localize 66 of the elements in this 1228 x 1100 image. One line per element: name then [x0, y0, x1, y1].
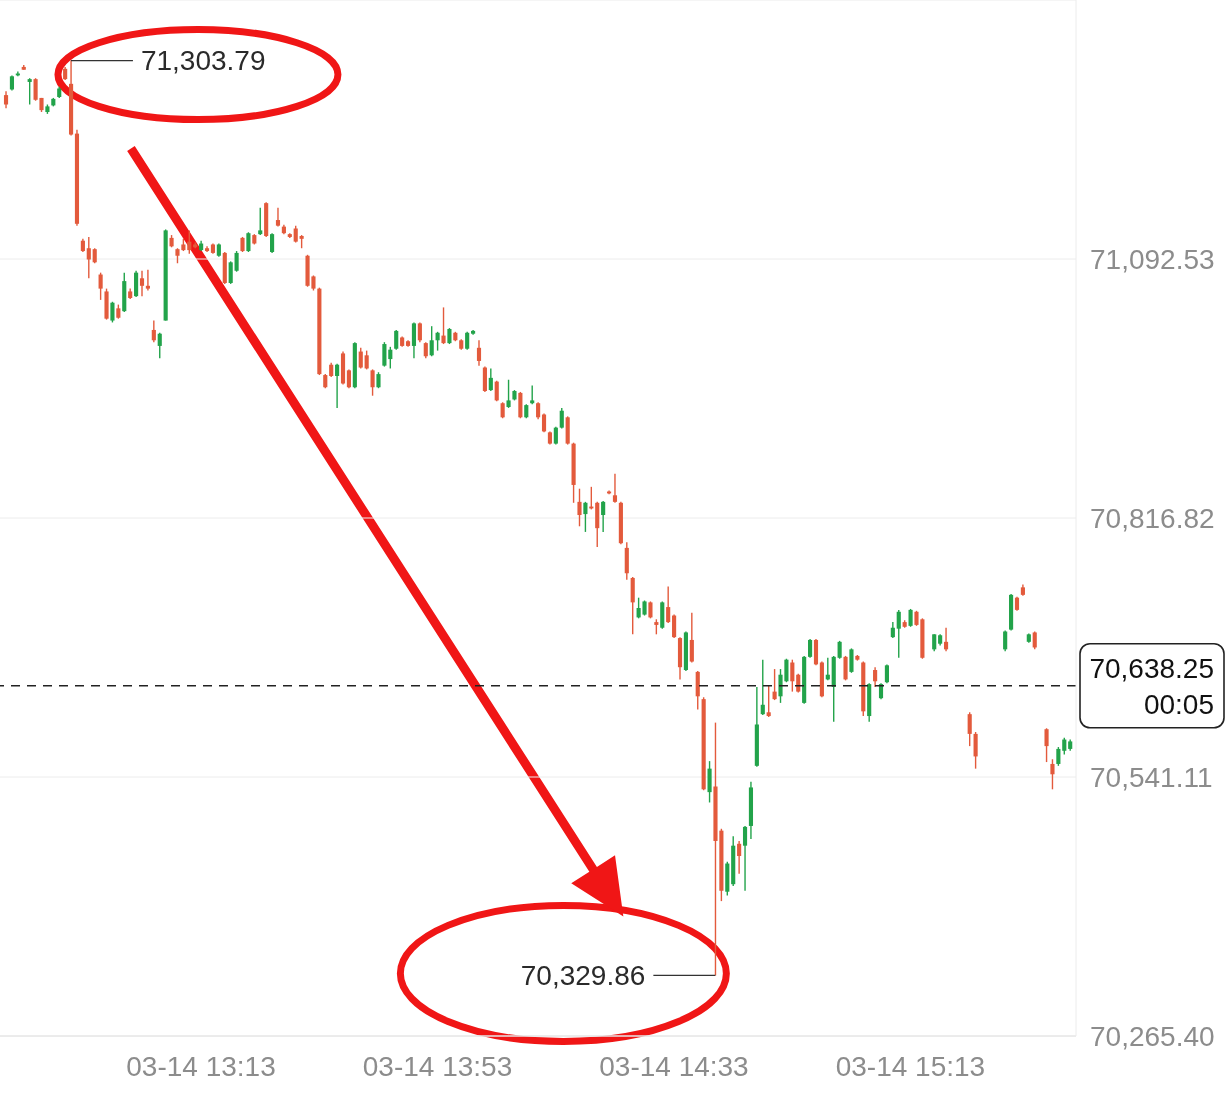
candlestick — [482, 365, 487, 393]
candlestick — [86, 236, 91, 279]
candlestick — [157, 332, 162, 359]
candlestick — [577, 488, 582, 527]
y-tick-label: 70,265.40 — [1090, 1020, 1215, 1052]
ref-line-label: 70,638.25 00:05 — [1089, 652, 1214, 720]
candlestick — [139, 270, 145, 297]
candlestick — [760, 658, 765, 716]
candlestick — [411, 321, 417, 359]
y-tick-label: 70,816.82 — [1090, 502, 1215, 534]
candlestick — [258, 207, 263, 236]
candlestick — [234, 250, 239, 273]
candlestick — [145, 269, 150, 292]
candlestick — [441, 306, 446, 345]
candlestick — [382, 341, 387, 368]
candlestick — [772, 668, 777, 701]
candlestick — [790, 658, 795, 693]
candlestick — [766, 685, 771, 718]
candlestick — [98, 271, 103, 301]
candlestick — [275, 207, 281, 228]
candlestick — [429, 325, 434, 357]
candlestick — [849, 647, 854, 674]
x-tick-label: 03-14 15:13 — [835, 1050, 986, 1082]
candlestick — [884, 663, 889, 684]
candlestick — [689, 612, 694, 664]
candlestick — [737, 840, 742, 875]
y-tick-label: 70,541.11 — [1090, 761, 1213, 793]
candlestick — [666, 585, 671, 624]
candlestick — [843, 655, 848, 682]
candlestick — [335, 363, 340, 409]
candlestick — [742, 825, 748, 892]
candlestick — [394, 329, 399, 351]
candlestick — [494, 379, 499, 403]
candlestick — [707, 760, 712, 804]
candlestick — [583, 501, 588, 533]
candlestick — [896, 609, 901, 659]
candlestick — [435, 331, 440, 352]
candlestick — [672, 613, 677, 639]
candlestick — [346, 368, 351, 389]
candlestick — [388, 346, 393, 370]
candlestick — [110, 301, 115, 324]
candlestick — [873, 666, 878, 688]
candlestick — [530, 384, 535, 405]
annotation: 71,303.79 — [140, 45, 266, 77]
candlestick — [228, 260, 233, 285]
candlestick — [601, 500, 606, 533]
candlestick — [417, 321, 422, 343]
annotation: 70,329.86 — [520, 960, 646, 992]
y-tick-label: 71,092.53 — [1090, 243, 1215, 275]
candlestick — [246, 231, 251, 253]
x-tick-label: 03-14 13:53 — [362, 1050, 513, 1082]
x-tick-label: 03-14 13:13 — [126, 1050, 276, 1082]
candlestick — [612, 472, 618, 504]
candlestick — [476, 339, 482, 367]
candlestick — [151, 319, 156, 343]
candlestick — [370, 368, 375, 397]
candlestick — [808, 638, 813, 659]
candlestick — [559, 407, 564, 430]
candlestick — [134, 270, 139, 298]
candlestick — [187, 229, 192, 255]
candlestick — [364, 349, 369, 371]
candlestick — [488, 367, 493, 392]
candlestick — [506, 379, 511, 409]
candlestick — [27, 77, 32, 106]
candlestick — [270, 232, 275, 254]
x-tick-label: 03-14 14:33 — [599, 1050, 749, 1082]
